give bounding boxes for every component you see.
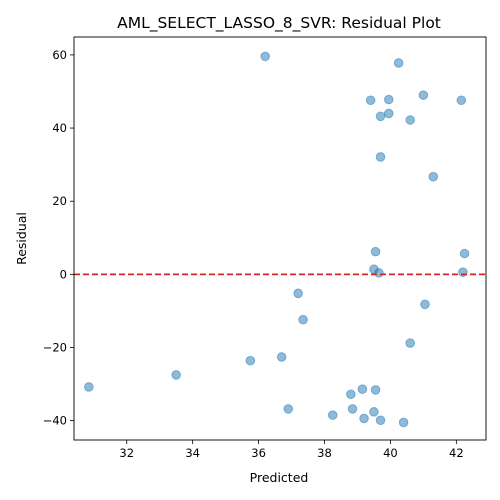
y-tick-label: −20 (43, 340, 67, 354)
data-point (293, 288, 303, 299)
x-tick-label: 32 (119, 446, 134, 460)
data-point (245, 355, 256, 366)
data-point (370, 385, 381, 395)
data-point (375, 152, 386, 162)
data-point (420, 299, 430, 310)
data-point (405, 115, 415, 125)
data-point (370, 246, 381, 257)
data-point (260, 51, 270, 62)
y-tick-label: 60 (52, 48, 67, 62)
data-point (171, 370, 181, 380)
data-point (84, 382, 94, 392)
data-point (365, 95, 376, 106)
y-tick-label: −40 (43, 414, 67, 428)
data-point (428, 171, 439, 182)
data-point (283, 404, 294, 414)
data-point (456, 95, 467, 106)
x-tick-label: 40 (383, 446, 398, 460)
data-point (298, 314, 308, 325)
y-tick-label: 0 (60, 267, 67, 281)
data-point (374, 268, 384, 278)
data-point (369, 407, 379, 417)
data-point (459, 248, 470, 259)
data-point (418, 90, 429, 100)
data-point (357, 384, 368, 394)
data-point (393, 58, 404, 68)
data-point (327, 410, 338, 420)
data-point (375, 415, 386, 426)
x-tick-label: 36 (251, 446, 266, 460)
x-tick-label: 38 (317, 446, 332, 460)
y-tick-label: 40 (52, 121, 67, 135)
data-point (347, 404, 358, 414)
data-point (383, 94, 394, 105)
y-tick-label: 20 (52, 194, 67, 208)
data-point (398, 417, 409, 428)
x-axis-label: Predicted (250, 470, 309, 485)
data-point (383, 108, 394, 119)
y-axis-label: Residual (14, 212, 29, 265)
plot-frame (73, 36, 487, 441)
data-point (359, 413, 369, 424)
data-point (276, 352, 287, 362)
chart-title: AML_SELECT_LASSO_8_SVR: Residual Plot (117, 14, 441, 33)
x-tick-label: 42 (449, 446, 464, 460)
data-point (346, 389, 356, 400)
data-point (405, 338, 415, 348)
data-point (375, 111, 386, 122)
x-tick-label: 34 (185, 446, 200, 460)
